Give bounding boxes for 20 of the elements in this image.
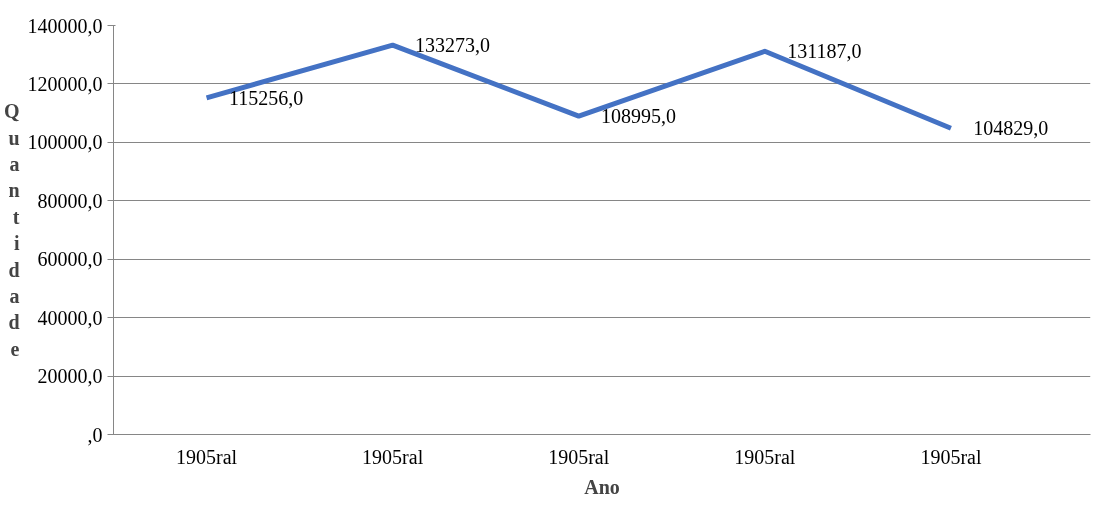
data-label: 108995,0	[601, 105, 677, 128]
x-tick-label: 1905ral	[920, 445, 982, 468]
y-tick-label: ,0	[87, 423, 103, 446]
data-label: 104829,0	[973, 117, 1049, 140]
x-tick-label: 1905ral	[176, 445, 238, 468]
x-tick-label: 1905ral	[362, 445, 424, 468]
y-tick-label: 60000,0	[37, 248, 103, 271]
text: Quantidade	[3, 100, 20, 360]
data-label: 131187,0	[787, 40, 862, 63]
y-tick-label: 80000,0	[37, 189, 103, 212]
data-label: 115256,0	[228, 86, 304, 109]
data-label: 133273,0	[414, 34, 490, 57]
y-tick-label: 20000,0	[37, 365, 103, 388]
x-tick-label: 1905ral	[548, 445, 610, 468]
y-tick-label: 40000,0	[37, 306, 103, 329]
y-tick-label: 100000,0	[27, 131, 103, 154]
x-tick-label: 1905ral	[734, 445, 796, 468]
y-tick-label: 120000,0	[27, 72, 103, 95]
x-axis-title: Ano	[584, 475, 620, 498]
y-tick-label: 140000,0	[27, 14, 103, 37]
